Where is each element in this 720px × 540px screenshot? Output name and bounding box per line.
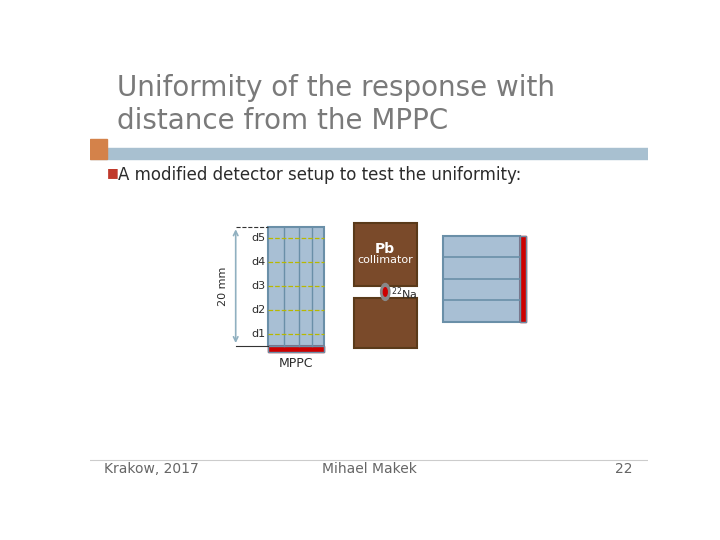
Ellipse shape — [383, 288, 387, 296]
Bar — [269, 226, 324, 346]
Text: collimator: collimator — [357, 255, 413, 265]
Text: d2: d2 — [251, 305, 265, 315]
Text: Uniformity of the response with: Uniformity of the response with — [117, 74, 555, 102]
Text: $^{22}$Na: $^{22}$Na — [392, 285, 418, 302]
Text: d5: d5 — [251, 233, 265, 244]
Bar — [354, 222, 417, 286]
Text: distance from the MPPC: distance from the MPPC — [117, 107, 449, 135]
Bar — [90, 139, 107, 159]
Bar — [443, 236, 520, 322]
Text: 22: 22 — [615, 462, 632, 476]
Ellipse shape — [381, 284, 390, 300]
Text: Mihael Makek: Mihael Makek — [322, 462, 416, 476]
Text: MPPC: MPPC — [279, 356, 313, 369]
Bar — [520, 236, 526, 322]
Text: Krakow, 2017: Krakow, 2017 — [104, 462, 199, 476]
Text: ■: ■ — [107, 166, 119, 179]
Text: d4: d4 — [251, 257, 265, 267]
Bar — [520, 236, 526, 322]
Text: Pb: Pb — [375, 242, 395, 256]
Text: d1: d1 — [251, 329, 265, 339]
Bar — [269, 346, 324, 352]
Bar — [90, 148, 648, 159]
Bar — [269, 346, 324, 352]
Text: 20 mm: 20 mm — [218, 266, 228, 306]
Text: A modified detector setup to test the uniformity:: A modified detector setup to test the un… — [118, 166, 521, 185]
Text: d3: d3 — [251, 281, 265, 291]
Bar — [354, 298, 417, 348]
